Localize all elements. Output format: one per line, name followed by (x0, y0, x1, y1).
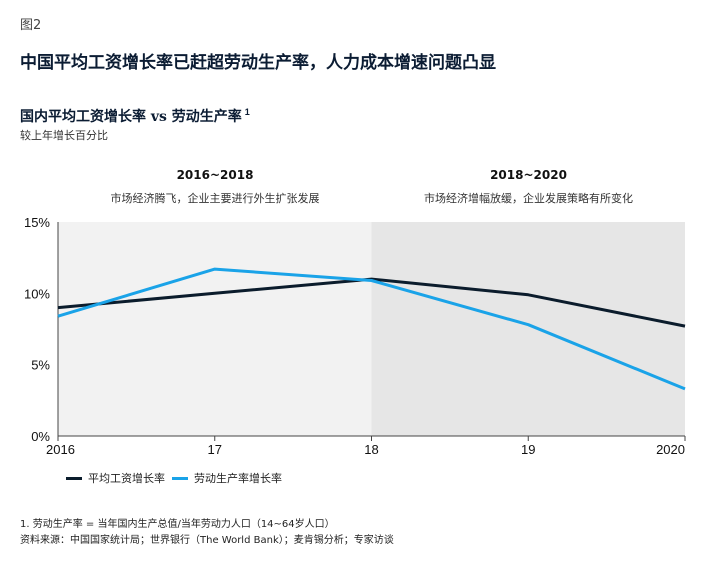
x-tick-label: 2016 (46, 442, 75, 457)
legend-swatch-wage (66, 476, 82, 480)
chart-title: 国内平均工资增长率 vs 劳动生产率 1 (20, 106, 250, 126)
period-1-description: 市场经济腾飞，企业主要进行外生扩张发展 (110, 192, 320, 205)
y-tick-label: 15% (24, 215, 50, 230)
source-note: 资料来源：中国国家统计局；世界银行（The World Bank）；麦肯锡分析；… (20, 535, 394, 546)
period-2-label: 2018~2020 (490, 168, 567, 182)
legend-item-productivity: 劳动生产率增长率 (172, 470, 282, 486)
chart-title-text: 国内平均工资增长率 vs 劳动生产率 (20, 109, 242, 125)
y-tick-label: 5% (31, 358, 50, 373)
x-tick-label: 18 (364, 442, 378, 457)
main-title: 中国平均工资增长率已赶超劳动生产率，人力成本增速问题凸显 (20, 53, 496, 73)
figure-label: 图2 (20, 18, 42, 33)
x-tick-label: 2020 (656, 442, 685, 457)
period-1-background (58, 222, 372, 436)
period-2-description: 市场经济增幅放缓，企业发展策略有所变化 (424, 192, 633, 205)
series-line-productivity (57, 267, 686, 391)
legend-label-wage: 平均工资增长率 (88, 472, 165, 485)
period-2-background (371, 222, 685, 436)
chart-title-footnote-marker: 1 (244, 107, 250, 118)
x-tick-label: 19 (521, 442, 535, 457)
y-tick-label: 10% (24, 286, 50, 301)
footnote: 1. 劳动生产率 = 当年国内生产总值/当年劳动力人口（14~64岁人口） (20, 519, 335, 530)
legend-swatch-productivity (172, 476, 188, 480)
y-tick-label: 0% (31, 429, 50, 444)
period-1-label: 2016~2018 (176, 168, 254, 182)
x-tick-label: 17 (208, 442, 222, 457)
chart-subtitle: 较上年增长百分比 (20, 129, 108, 142)
legend-item-wage: 平均工资增长率 (66, 470, 165, 486)
legend-label-productivity: 劳动生产率增长率 (194, 472, 282, 485)
